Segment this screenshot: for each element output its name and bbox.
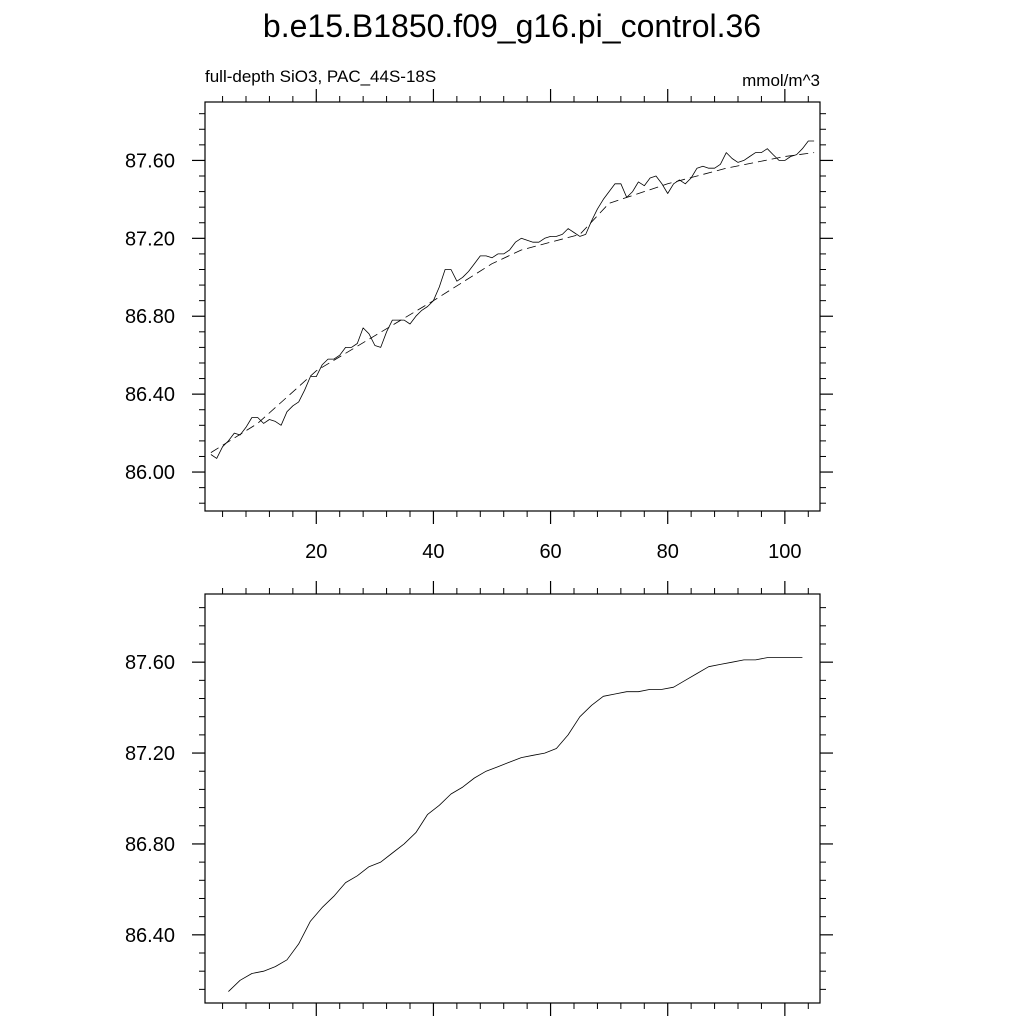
trend-line-dashed-panel-1 — [210, 152, 815, 453]
chart-panels: 20 40 60 80 10086.0086.4086.8087.2087.6086.4… — [125, 89, 833, 1016]
x-tick-label: 80 — [657, 541, 679, 563]
y-tick-label: 87.20 — [125, 743, 175, 765]
x-tick-label: 20 — [305, 541, 327, 563]
data-line-panel-1 — [210, 140, 815, 459]
y-tick-label: 86.80 — [125, 834, 175, 856]
x-tick-label: 60 — [539, 541, 561, 563]
plot-frame — [204, 593, 821, 1004]
y-tick-label: 86.40 — [125, 925, 175, 947]
y-tick-label: 87.20 — [125, 228, 175, 250]
y-tick-label: 87.60 — [125, 150, 175, 172]
y-tick-label: 86.40 — [125, 384, 175, 406]
y-tick-label: 86.00 — [125, 462, 175, 484]
chart-panel-1: 20 40 60 80 100 86.00 86.40 86.80 87.20 87.60 — [125, 89, 833, 563]
y-tick-label: 86.80 — [125, 306, 175, 328]
left-subtitle: full-depth SiO3, PAC_44S-18S — [205, 67, 436, 86]
chart-panel-2: 86.40 86.80 87.20 87.60 — [125, 581, 833, 1016]
x-tick-label: 100 — [768, 541, 801, 563]
y-tick-label: 87.60 — [125, 652, 175, 674]
plot-frame — [204, 101, 821, 512]
figure-title: b.e15.B1850.f09_g16.pi_control.36 — [263, 8, 761, 44]
right-subtitle: mmol/m^3 — [742, 71, 820, 90]
data-line-panel-2 — [228, 657, 803, 992]
x-tick-label: 40 — [422, 541, 444, 563]
